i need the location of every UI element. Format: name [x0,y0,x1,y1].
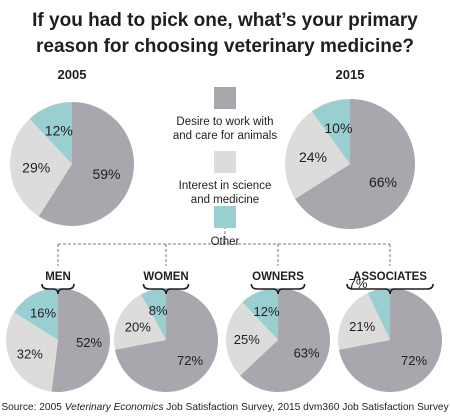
pie-slice-other [242,288,278,340]
group-brace [346,283,434,295]
slice-label-other: 10% [324,120,352,136]
legend: Desire to work with and care for animals I… [173,87,277,248]
slice-label-other: 7% [349,276,368,291]
pie-slice-science [5,312,59,392]
slice-label-desire: 63% [294,345,320,360]
source-note: Source: 2005 Veterinary Economics Job Sa… [1,402,449,413]
legend-label: Other [211,236,240,248]
source-suffix: Job Satisfaction Survey, 2015 dvm360 Job… [163,402,449,413]
chart-title-line-2: reason for choosing veterinary medicine? [36,36,414,57]
legend-swatch [214,87,236,109]
pie-women: 72% 20% 8% WOMEN [113,271,218,392]
source-prefix: Source: 2005 [1,402,64,413]
legend-swatch [214,151,236,173]
group-brace [250,283,306,295]
legend-swatch [214,206,236,228]
slice-label-science: 21% [349,319,375,334]
pie-title: 2005 [58,67,87,82]
legend-item-desire: Desire to work with and care for animals [173,87,277,142]
pie-slice-science [284,111,350,199]
slice-label-science: 25% [234,332,260,347]
source-publication: Veterinary Economics [65,402,164,413]
slice-label-science: 20% [125,320,151,335]
slice-label-science: 24% [299,149,327,165]
pie-slice-other [367,288,390,340]
legend-label: Interest in science [179,180,272,192]
legend-label: and care for animals [173,130,277,142]
pie-title: WOMEN [143,271,188,283]
slice-label-desire: 72% [401,353,427,368]
pie-title: 2015 [336,67,365,82]
pie-title: ASSOCIATES [353,271,427,283]
pie-slice-science [337,292,390,350]
pie-slice-other [140,288,166,340]
pie-slice-science [9,118,73,217]
pie-slice-desire [114,288,218,392]
pie-title: MEN [45,271,71,283]
pie-men: 52% 32% 16% MEN [5,271,110,392]
pie-2005: 59% 29% 12% 2005 [9,67,134,226]
legend-item-science: Interest in science and medicine [179,151,272,206]
pie-slice-desire [295,98,416,229]
pie-2015: 66% 24% 10% 2015 [284,67,416,229]
pie-slice-desire [240,288,330,392]
pie-slice-desire [338,288,442,392]
slice-label-desire: 52% [76,335,102,350]
slice-label-other: 12% [253,304,279,319]
slice-label-other: 12% [45,123,73,139]
slice-label-desire: 66% [369,174,397,190]
pie-title: OWNERS [252,271,304,283]
chart-title-line-1: If you had to pick one, what’s your prim… [32,10,418,31]
pie-slice-science [113,294,166,350]
group-brace [142,283,190,295]
pie-associates: 72% 21% 7%ASSOCIATES [337,271,442,392]
slice-label-other: 8% [149,303,168,318]
pie-slice-other [311,99,350,164]
legend-label: and medicine [191,194,259,206]
slice-label-science: 32% [17,346,43,361]
legend-label: Desire to work with [176,116,273,128]
slice-label-desire: 72% [177,353,203,368]
pie-slice-science [225,302,278,376]
pie-slice-other [29,102,73,164]
connector-lines [57,226,391,266]
legend-item-other: Other [211,206,240,248]
slice-label-science: 29% [22,159,50,175]
pie-slice-desire [38,102,134,226]
pie-charts: 59% 29% 12% 2005 66% 24% 10% 2015 52% 32% 16% MEN 72… [5,67,442,392]
group-brace [41,283,75,295]
pie-slice-other [14,287,58,340]
slice-label-desire: 59% [92,166,120,182]
pie-owners: 63% 25% 12% OWNERS [225,271,330,392]
pie-slice-desire [51,288,110,392]
slice-label-other: 16% [30,306,56,321]
